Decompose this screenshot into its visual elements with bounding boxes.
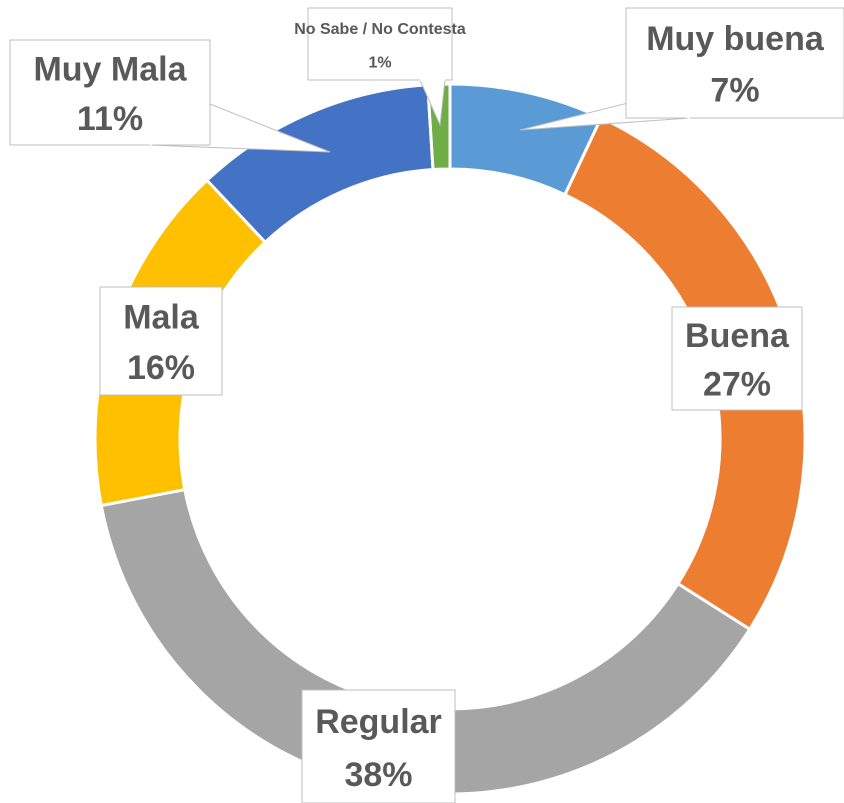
value-label: 11% [77, 100, 143, 138]
label-box [625, 7, 844, 119]
value-label: 16% [127, 349, 195, 387]
category-label: Muy Mala [33, 50, 187, 88]
value-label: 1% [368, 55, 391, 72]
slice [562, 115, 807, 632]
label-box [301, 689, 456, 803]
pointer-cover [149, 99, 201, 146]
category-label: Regular [315, 703, 442, 741]
category-label: No Sabe / No Contesta [294, 21, 466, 38]
label-box [671, 306, 803, 411]
slice [99, 487, 752, 796]
category-label: Muy buena [646, 20, 825, 58]
category-label: Mala [123, 298, 200, 336]
category-label: Buena [685, 317, 790, 355]
value-label: 7% [710, 72, 759, 110]
value-label: 27% [703, 365, 771, 403]
value-label: 38% [344, 756, 412, 794]
label-box [9, 39, 211, 146]
pointer-cover [639, 99, 691, 119]
label-box [307, 7, 453, 81]
label-box [99, 286, 223, 396]
